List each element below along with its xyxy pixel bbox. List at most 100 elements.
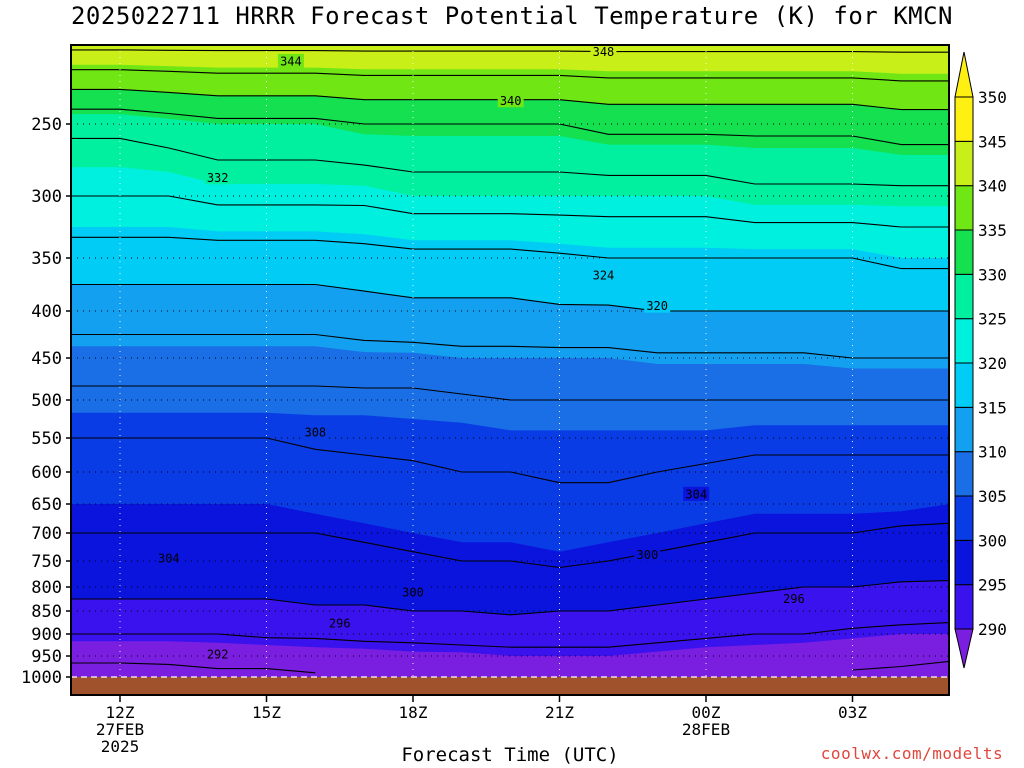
y-tick-label: 850 (31, 602, 62, 622)
colorbar-cap-top (954, 51, 974, 98)
x-tick-label: 12Z (106, 703, 135, 722)
contour-line (71, 137, 949, 187)
x-tick-label: 27FEB (96, 720, 144, 739)
svg-text:296: 296 (783, 592, 805, 606)
x-tick-label: 2025 (101, 737, 140, 756)
colorbar-label: 330 (978, 265, 1007, 284)
contour-label: 320 (644, 298, 671, 313)
colorbar-swatch (954, 495, 974, 541)
svg-text:348: 348 (593, 45, 615, 59)
svg-text:292: 292 (207, 648, 229, 662)
y-tick-label: 600 (31, 463, 62, 483)
contour-line (71, 333, 949, 359)
colorbar-swatch (954, 539, 974, 586)
y-axis: 250 300 350 400 450 500 550 600 650 700 750 800 850 9… (21, 115, 71, 688)
x-axis-label: Forecast Time (UTC) (401, 744, 619, 766)
colorbar-label: 315 (978, 398, 1007, 417)
colorbar-swatch (954, 451, 974, 497)
colorbar-label: 350 (978, 88, 1007, 107)
colorbar-swatch (954, 273, 974, 320)
contour-label: 296 (326, 615, 353, 630)
svg-text:320: 320 (646, 299, 668, 313)
y-tick-label: 950 (31, 647, 62, 667)
contour-label: 296 (780, 591, 807, 606)
colorbar-swatch (954, 584, 974, 630)
colorbar-label: 325 (978, 310, 1007, 329)
contour-label: 292 (204, 647, 231, 662)
credit-link[interactable]: coolwx.com/modelts (820, 744, 1004, 763)
colorbar-label: 295 (978, 576, 1007, 595)
y-tick-label: 550 (31, 429, 62, 449)
x-tick-label: 28FEB (682, 720, 730, 739)
contour-label: 308 (302, 424, 329, 439)
colorbar-label: 290 (978, 620, 1007, 639)
y-tick-label: 800 (31, 578, 62, 598)
y-tick-label: 750 (31, 552, 62, 572)
svg-text:332: 332 (207, 171, 229, 185)
y-tick-label: 650 (31, 495, 62, 515)
y-tick-label: 700 (31, 524, 62, 544)
y-tick-label: 900 (31, 625, 62, 645)
y-tick-label: 1000 (21, 668, 62, 688)
colorbar-label: 345 (978, 132, 1007, 151)
contour-label: 324 (590, 267, 617, 282)
contour-line (71, 660, 949, 674)
ground-surface (71, 677, 949, 695)
contour-line (71, 195, 949, 228)
svg-text:300: 300 (402, 585, 424, 599)
svg-text:304: 304 (685, 487, 707, 501)
colorbar-swatch (954, 185, 974, 231)
contour-label: 332 (204, 170, 231, 185)
colorbar-label: 310 (978, 443, 1007, 462)
contour-label: 304 (155, 551, 182, 566)
colorbar-label: 300 (978, 531, 1007, 550)
contour-label: 300 (400, 584, 426, 599)
colorbar-swatch (954, 362, 974, 408)
colorbar-swatch (954, 140, 974, 187)
contour-line (71, 69, 949, 82)
colorbar-swatch (954, 406, 974, 453)
svg-text:308: 308 (304, 425, 326, 439)
colorbar: 290 295 300 305 310 315 320 325 330 335 340 345 350 (954, 51, 1007, 669)
contour-line (71, 49, 949, 53)
y-tick-label: 300 (31, 187, 62, 207)
svg-text:344: 344 (280, 54, 302, 68)
y-tick-label: 400 (31, 302, 62, 322)
colorbar-label: 320 (978, 354, 1007, 373)
y-tick-label: 450 (31, 349, 62, 369)
colorbar-cap-bottom (954, 628, 974, 669)
svg-text:340: 340 (500, 94, 522, 108)
colorbar-label: 305 (978, 487, 1007, 506)
colorbar-swatch (954, 318, 974, 364)
y-tick-label: 250 (31, 115, 62, 135)
x-tick-label: 18Z (399, 703, 428, 722)
contour-line (71, 437, 949, 484)
svg-text:324: 324 (593, 268, 615, 282)
plot-frame (70, 44, 950, 696)
x-tick-label: 21Z (545, 703, 574, 722)
colorbar-label: 340 (978, 177, 1007, 196)
colorbar-swatch (954, 229, 974, 275)
x-tick-label: 03Z (838, 703, 867, 722)
grid-lines (71, 45, 949, 677)
svg-text:296: 296 (329, 616, 351, 630)
contour-label: 300 (634, 547, 661, 562)
chart-title: 2025022711 HRRR Forecast Potential Tempe… (70, 2, 953, 30)
x-tick-label: 00Z (692, 703, 721, 722)
contour-line (71, 108, 949, 146)
x-tick-label: 15Z (252, 703, 281, 722)
contour-labels: 292 296 300 304 300 296 304 308 320 324 332 340 344 3… (155, 44, 807, 662)
contour-label: 348 (590, 44, 617, 59)
y-tick-label: 500 (31, 391, 62, 411)
colorbar-swatch (954, 96, 974, 142)
contour-label: 304 (683, 486, 710, 501)
svg-text:304: 304 (158, 552, 180, 566)
colorbar-label: 335 (978, 221, 1007, 240)
y-tick-label: 350 (31, 249, 62, 269)
contour-label: 340 (497, 93, 524, 108)
contour-label: 344 (277, 53, 304, 68)
svg-text:300: 300 (637, 548, 659, 562)
filled-contours (71, 45, 949, 677)
